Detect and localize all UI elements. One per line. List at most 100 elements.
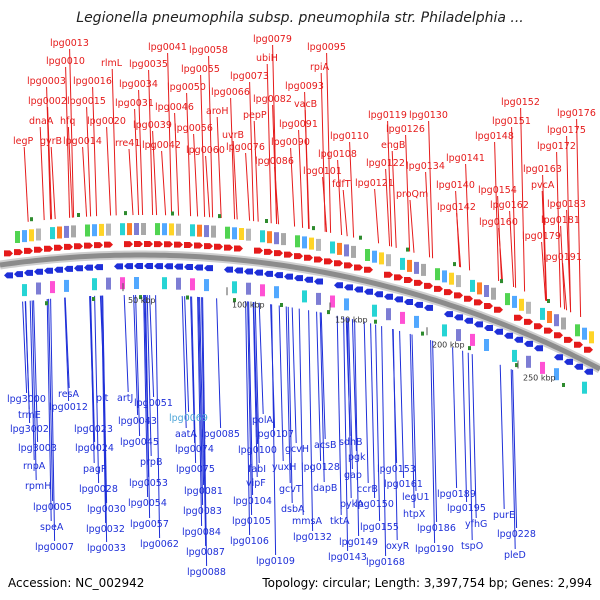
reverse-gene-label: lpg0149 [339,537,378,548]
rna-marker [562,383,565,387]
forward-leader-line [326,52,332,233]
forward-gene-label: lpg0066 [211,87,250,98]
forward-feature-block [36,228,41,241]
forward-gene-arrow [464,295,473,302]
rna-marker [500,279,503,284]
forward-gene-label: ubiH [256,53,278,64]
forward-leader-line [134,108,140,216]
forward-leader-line [274,166,280,225]
forward-gene-label: lpg0183 [547,199,586,210]
forward-gene-label: legP [13,136,34,147]
reverse-gene-label: lpg0007 [35,542,74,553]
forward-gene-label: lpg0020 [87,116,126,127]
forward-gene-arrow [414,279,423,286]
reverse-gene-label: lpg0100 [238,445,277,456]
reverse-feature-block [176,277,181,290]
rna-marker [30,217,33,222]
reverse-gene-arrow [84,264,93,271]
reverse-gene-arrow [244,268,253,275]
reverse-gene-label: resA [58,389,79,400]
reverse-gene-label: pykA [340,499,364,510]
reverse-gene-arrow [564,358,573,365]
rna-marker [327,310,330,315]
forward-gene-label: lpg0060 [186,145,225,156]
reverse-leader-line [101,295,107,524]
reverse-gene-label: oxyR [386,541,410,552]
forward-feature-block [134,223,139,235]
reverse-gene-arrow [74,265,83,272]
forward-feature-block [519,298,524,311]
forward-feature-block [316,238,321,251]
reverse-gene-label: acsB [314,440,337,451]
forward-gene-arrow [34,246,43,253]
reverse-gene-arrow [144,263,153,270]
forward-gene-label: proQm [396,189,428,200]
reverse-feature-block [274,286,279,299]
reverse-gene-label: sdhB [339,437,363,448]
forward-feature-block [29,229,34,242]
map-title: Legionella pneumophila subsp. pneumophil… [76,10,524,26]
reverse-leader-line [184,296,190,413]
forward-leader-line [167,52,173,216]
rna-marker [374,319,377,324]
reverse-leader-line [248,301,254,496]
reverse-leader-line [278,305,284,462]
reverse-gene-arrow [374,291,383,298]
reverse-gene-label: lpg0057 [130,519,169,530]
forward-feature-block [267,231,272,244]
forward-gene-arrow [364,266,373,273]
reverse-gene-label: lpg0153 [377,464,416,475]
forward-feature-block [127,223,132,236]
reverse-leader-line [199,297,205,486]
forward-feature-block [421,263,426,276]
reverse-gene-label: speA [40,522,64,533]
forward-gene-label: lpg0014 [63,136,102,147]
rna-marker [124,211,127,216]
forward-gene-label: lpg0101 [303,166,342,177]
forward-leader-line [82,146,88,217]
reverse-feature-block [246,282,251,295]
forward-gene-label: lpg0034 [119,79,158,90]
reverse-feature-block [162,277,167,290]
reverse-gene-label: lpg0143 [328,552,367,563]
forward-leader-line [272,104,278,224]
forward-gene-arrow [84,242,93,249]
rna-marker [359,235,362,240]
forward-gene-arrow [174,241,183,248]
reverse-feature-block [190,278,195,291]
forward-gene-arrow [314,256,323,263]
rna-marker [312,226,315,231]
reverse-leader-line [381,326,387,557]
forward-gene-label: lpg0079 [253,34,292,45]
reverse-leader-line [512,369,518,529]
reverse-gene-label: lpg0069 [169,413,208,424]
reverse-gene-arrow [174,263,183,270]
forward-feature-block [470,279,475,292]
forward-gene-arrow [524,318,533,325]
reverse-leader-line [319,312,325,483]
forward-leader-line [253,120,259,222]
reverse-leader-line [336,315,342,516]
forward-feature-block [435,268,440,281]
reverse-gene-label: purE [493,510,515,521]
forward-feature-block [155,223,160,236]
forward-feature-block [106,223,111,236]
rna-marker [92,297,95,301]
forward-gene-arrow [554,332,563,339]
forward-gene-arrow [224,244,233,251]
forward-gene-label: lpg0013 [50,38,89,49]
forward-feature-block [99,223,104,236]
reverse-gene-arrow [504,332,513,339]
reverse-leader-line [499,364,505,510]
reverse-gene-arrow [444,311,453,318]
reverse-feature-block [92,278,97,291]
forward-leader-line [322,176,328,233]
reverse-gene-arrow [234,267,243,274]
forward-feature-block [197,224,202,237]
reverse-gene-arrow [294,275,303,282]
reverse-feature-block [106,277,111,290]
forward-leader-line [138,89,144,216]
reverse-leader-line [64,297,70,389]
forward-gene-arrow [534,323,543,330]
